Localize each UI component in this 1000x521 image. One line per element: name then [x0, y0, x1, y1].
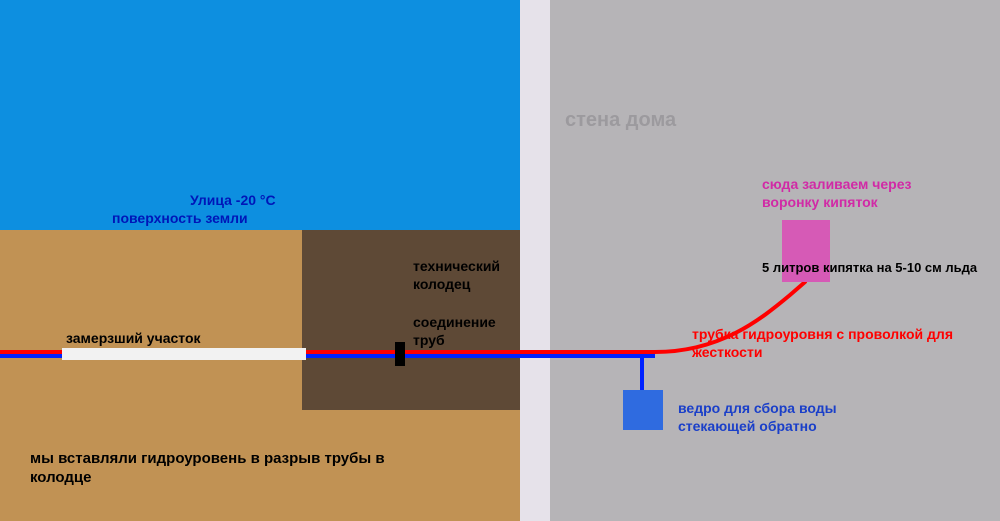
pipe-joint [395, 342, 405, 366]
label-tube: трубка гидроуровня с проволкой для жестк… [692, 326, 953, 361]
bucket [623, 390, 663, 430]
region-wall-gap [520, 0, 550, 521]
pipe-frozen-overlay [62, 348, 306, 360]
label-bucket: ведро для сбора воды стекающей обратно [678, 400, 837, 435]
pipe-blue-drop [640, 356, 644, 391]
diagram-canvas: стена дома Улица -20 °С поверхность земл… [0, 0, 1000, 521]
label-street: Улица -20 °С [190, 192, 276, 210]
label-surface: поверхность земли [112, 210, 248, 228]
label-frozen: замерзший участок [66, 330, 201, 348]
label-funnel: сюда заливаем через воронку кипяток [762, 176, 911, 211]
label-joint: соединение труб [413, 314, 496, 349]
label-footnote: мы вставляли гидроуровень в разрыв трубы… [30, 450, 385, 488]
label-liters: 5 литров кипятка на 5-10 см льда [762, 260, 977, 276]
label-wall: стена дома [565, 108, 676, 133]
label-well: технический колодец [413, 258, 500, 293]
